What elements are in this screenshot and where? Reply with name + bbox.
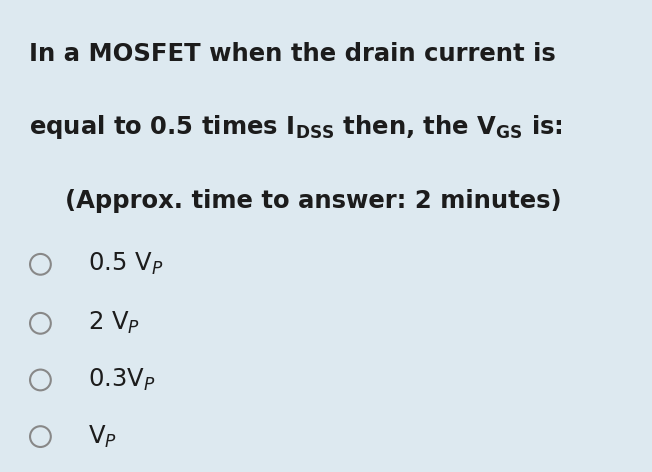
Text: equal to 0.5 times $\mathbf{I_{DSS}}$ then, the $\mathbf{V_{GS}}$ is:: equal to 0.5 times $\mathbf{I_{DSS}}$ th… (29, 113, 563, 141)
Text: 2 V$_P$: 2 V$_P$ (88, 310, 140, 337)
Text: 0.5 V$_P$: 0.5 V$_P$ (88, 251, 164, 278)
Text: (Approx. time to answer: 2 minutes): (Approx. time to answer: 2 minutes) (65, 189, 562, 213)
Text: V$_P$: V$_P$ (88, 423, 117, 450)
Text: In a MOSFET when the drain current is: In a MOSFET when the drain current is (29, 42, 556, 67)
Text: 0.3V$_P$: 0.3V$_P$ (88, 367, 155, 393)
